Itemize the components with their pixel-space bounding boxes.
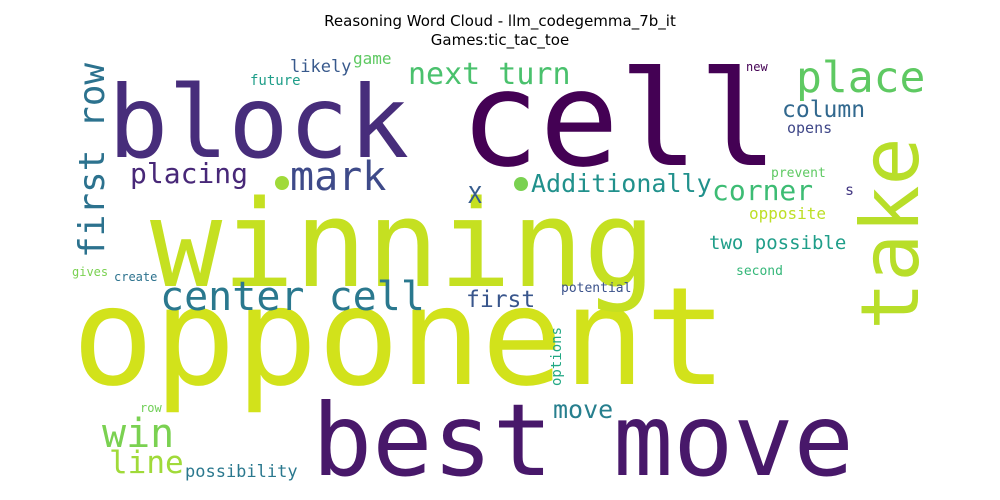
word-line: line — [109, 445, 184, 481]
word-place: place — [796, 53, 925, 103]
word-two-possible: two possible — [709, 232, 846, 254]
word-cell: cell — [460, 43, 778, 197]
word-opponent: opponent — [72, 259, 727, 417]
dot-mark — [275, 176, 289, 190]
word-mark: mark — [290, 154, 386, 200]
word-column: column — [782, 97, 865, 123]
word-first-row: first row — [72, 63, 113, 258]
word-create: create — [114, 270, 157, 284]
dot-mark — [514, 177, 528, 191]
word-prevent: prevent — [771, 166, 826, 181]
word-row: row — [140, 401, 162, 415]
word-s: s — [845, 181, 854, 199]
word-potential: potential — [561, 281, 631, 296]
word-win: win — [102, 411, 174, 457]
word-first: first — [466, 287, 535, 313]
word-center-cell: center cell — [160, 274, 425, 320]
word-future: future — [250, 73, 301, 89]
word-possibility: possibility — [185, 462, 298, 482]
word-placing: placing — [130, 157, 248, 190]
word-gives: gives — [72, 265, 108, 279]
word-block: block — [108, 64, 409, 181]
word-move: move — [553, 395, 613, 424]
word-opposite: opposite — [749, 204, 826, 223]
word-x: X — [468, 183, 482, 209]
word-additionally: Additionally — [531, 169, 712, 198]
word-next-turn: next turn — [408, 57, 571, 92]
word-new: new — [746, 60, 768, 74]
word-best-move: best move — [312, 382, 854, 499]
word-take: take — [844, 137, 937, 330]
word-winning: winning — [150, 176, 656, 315]
word-options: options — [549, 327, 565, 386]
word-game: game — [353, 49, 392, 68]
word-second: second — [736, 264, 783, 279]
word-opens: opens — [787, 119, 832, 137]
chart-title: Reasoning Word Cloud - llm_codegemma_7b_… — [324, 12, 676, 30]
chart-subtitle: Games:tic_tac_toe — [430, 31, 570, 49]
word-likely: likely — [290, 57, 351, 77]
word-corner: corner — [712, 174, 813, 207]
